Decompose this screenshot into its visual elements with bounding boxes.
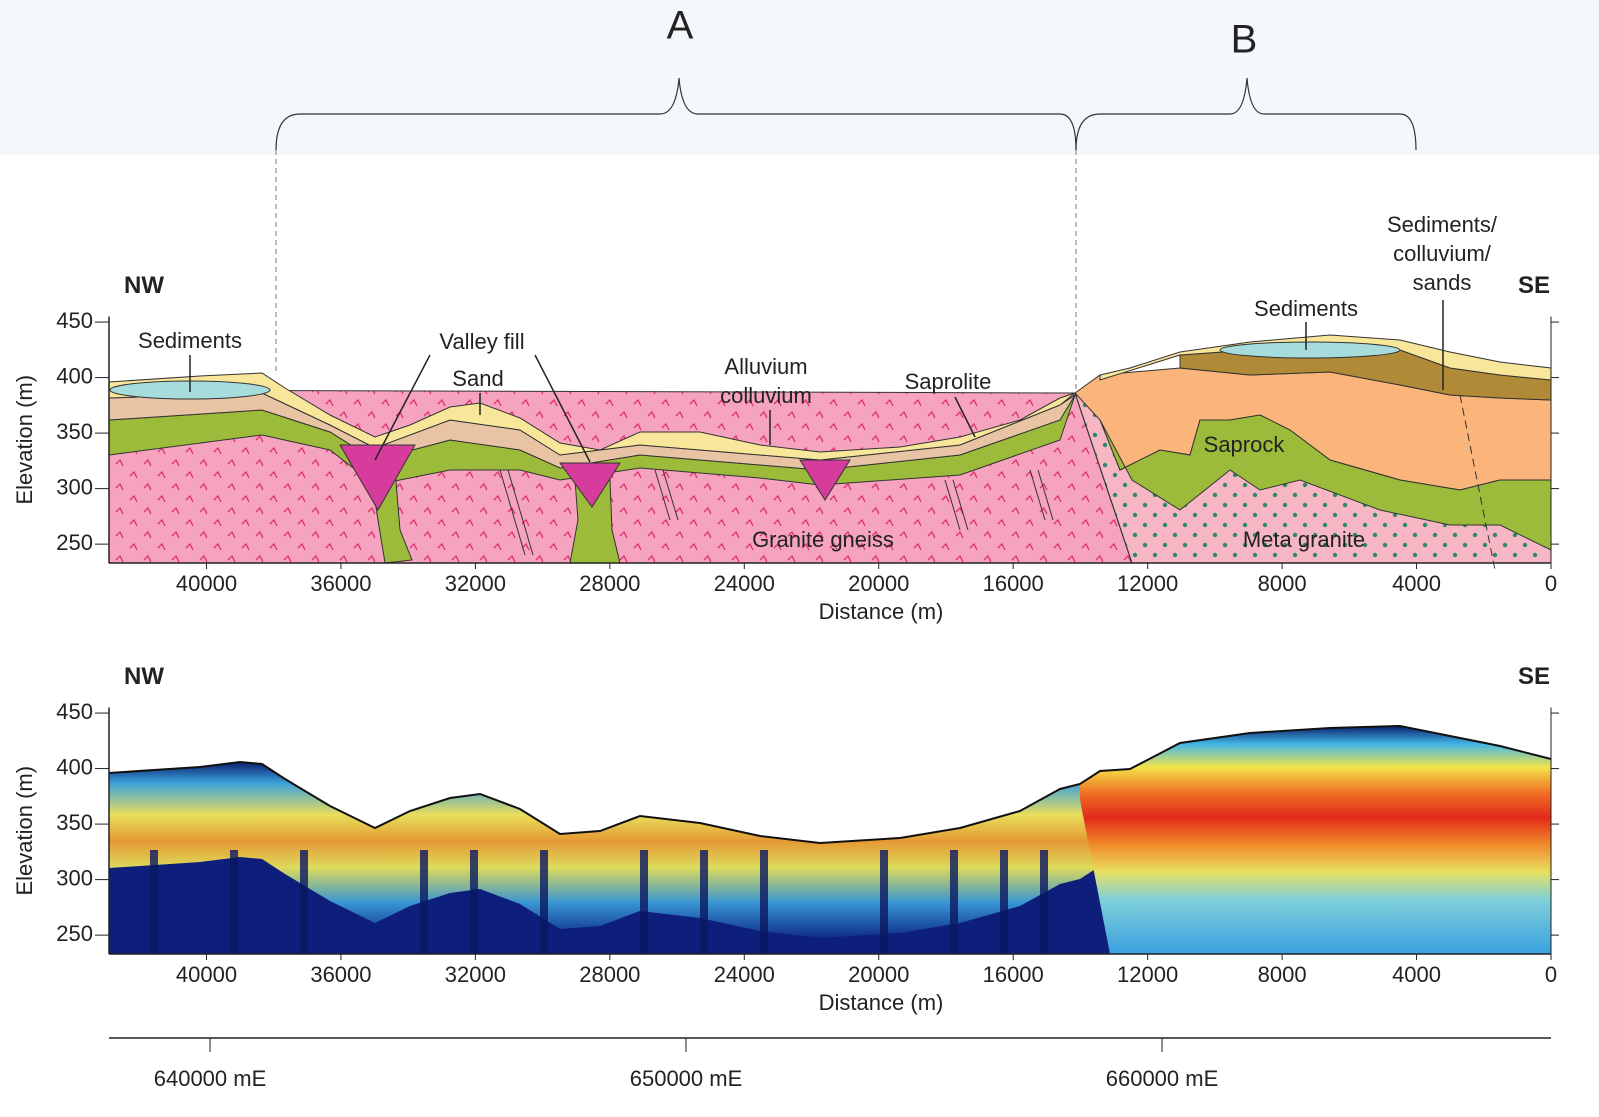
y-tick-label: 250 (56, 530, 93, 555)
x-tick-label: 40000 (176, 962, 237, 987)
y-tick-label: 250 (56, 921, 93, 946)
x-tick-label: 28000 (579, 571, 640, 596)
direction-label: NW (124, 663, 164, 690)
conductive-streak (1000, 850, 1008, 954)
header-band (0, 0, 1599, 155)
bracket-label: A (667, 4, 694, 48)
conductive-streak (230, 850, 238, 954)
x-tick-label: 8000 (1258, 962, 1307, 987)
x-tick-label: 20000 (848, 571, 909, 596)
conductive-streak (880, 850, 888, 954)
y-tick-label: 450 (56, 699, 93, 724)
surface (108, 724, 1552, 845)
annotation: Meta granite (1243, 527, 1365, 552)
conductive-streak (420, 850, 428, 954)
x-tick-label: 0 (1545, 962, 1557, 987)
conductive-streak (700, 850, 708, 954)
geology-section (108, 334, 1552, 571)
x-tick-label: 12000 (1117, 962, 1178, 987)
conductive-streak (300, 850, 308, 954)
easting-tick-label: 660000 mE (1106, 1066, 1219, 1091)
x-tick-label: 4000 (1392, 962, 1441, 987)
x-tick-label: 40000 (176, 571, 237, 596)
resistive-band (1080, 726, 1551, 954)
y-tick-label: 350 (56, 419, 93, 444)
annotation: Sediments (138, 328, 242, 353)
conductive-streak (470, 850, 478, 954)
x-tick-label: 4000 (1392, 571, 1441, 596)
annotation: Sediments (1254, 296, 1358, 321)
conductive-streak (1040, 850, 1048, 954)
y-tick-label: 300 (56, 865, 93, 890)
y-axis-label: Elevation (m) (12, 375, 37, 505)
x-axis-label: Distance (m) (819, 599, 944, 624)
annotation-arrows (189, 300, 1444, 463)
x-tick-label: 32000 (445, 962, 506, 987)
bracket-label: B (1231, 18, 1258, 62)
x-tick-label: 20000 (848, 962, 909, 987)
bracket-a (275, 77, 1077, 151)
y-tick-label: 300 (56, 474, 93, 499)
conductive-streak (950, 850, 958, 954)
x-tick-label: 36000 (310, 571, 371, 596)
easting-tick-label: 650000 mE (630, 1066, 743, 1091)
x-tick-label: 24000 (714, 962, 775, 987)
x-tick-label: 36000 (310, 962, 371, 987)
annotation: Sand (452, 366, 503, 391)
direction-label: SE (1518, 663, 1550, 690)
annotation: colluvium/ (1393, 241, 1492, 266)
x-tick-label: 24000 (714, 571, 775, 596)
y-axis-label: Elevation (m) (12, 766, 37, 896)
resistive-band (109, 762, 1100, 938)
annotation: Sediments/ (1387, 212, 1498, 237)
annotation: sands (1413, 270, 1472, 295)
x-tick-label: 8000 (1258, 571, 1307, 596)
annotation: colluvium (720, 383, 812, 408)
y-tick-label: 450 (56, 308, 93, 333)
conductive-streak (640, 850, 648, 954)
y-tick-label: 350 (56, 810, 93, 835)
conductive-streak (760, 850, 768, 954)
conductive-streak (540, 850, 548, 954)
y-tick-label: 400 (56, 754, 93, 779)
annotation: Saprolite (905, 369, 992, 394)
annotation: Alluvium (724, 354, 807, 379)
x-tick-label: 16000 (983, 962, 1044, 987)
x-tick-label: 32000 (445, 571, 506, 596)
annotation: Saprock (1204, 432, 1286, 457)
annotation: Valley fill (439, 329, 524, 354)
direction-label: SE (1518, 272, 1550, 299)
annotation: Granite gneiss (752, 527, 894, 552)
x-tick-label: 28000 (579, 962, 640, 987)
x-tick-label: 16000 (983, 571, 1044, 596)
x-axis-label: Distance (m) (819, 990, 944, 1015)
resistivity-section (108, 724, 1552, 954)
bracket-b (1075, 77, 1417, 151)
x-tick-label: 0 (1545, 571, 1557, 596)
x-tick-label: 12000 (1117, 571, 1178, 596)
direction-label: NW (124, 272, 164, 299)
y-tick-label: 400 (56, 363, 93, 388)
easting-tick-label: 640000 mE (154, 1066, 267, 1091)
conductive-streak (150, 850, 158, 954)
